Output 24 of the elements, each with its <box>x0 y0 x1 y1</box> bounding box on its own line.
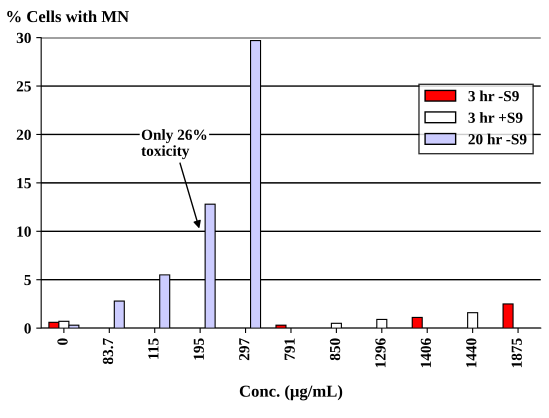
x-tick-label: 297 <box>239 338 250 360</box>
y-tick-label: 30 <box>16 32 31 44</box>
x-tick-label: 115 <box>148 338 159 359</box>
x-tick-label: 791 <box>284 338 295 360</box>
y-tick-label: 5 <box>24 275 31 286</box>
legend-label: 20 hr -S9 <box>468 134 526 144</box>
x-axis-title: Conc. (μg/mL) <box>240 385 342 400</box>
y-tick-label: 25 <box>16 81 31 92</box>
y-tick-label: 15 <box>17 178 31 188</box>
annotation: Only 26% toxicity <box>141 129 206 160</box>
y-tick-label: 20 <box>16 130 31 140</box>
legend-label: 3 hr +S9 <box>468 112 522 123</box>
x-tick-label: 1875 <box>512 338 522 368</box>
legend-label: 3 hr -S9 <box>468 90 519 102</box>
x-tick-label: 1296 <box>375 338 386 368</box>
y-tick-label: 0 <box>24 323 31 334</box>
x-tick-label: 83.7 <box>102 338 114 364</box>
y-tick-label: 10 <box>17 226 31 237</box>
x-tick-label: 850 <box>330 338 340 360</box>
x-tick-label: 1406 <box>420 338 432 368</box>
x-tick-label: 0 <box>57 338 68 345</box>
x-tick-label: 195 <box>194 338 204 360</box>
x-tick-label: 1440 <box>466 338 476 368</box>
y-axis-title: % Cells with MN <box>7 10 129 22</box>
